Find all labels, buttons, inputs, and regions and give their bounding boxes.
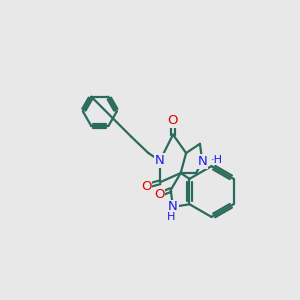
Text: ·H: ·H [211,155,223,165]
Text: O: O [154,188,164,201]
Text: N: N [197,155,207,168]
Text: N: N [168,200,178,213]
Text: O: O [168,114,178,127]
Text: O: O [141,180,151,193]
Text: N: N [155,154,165,167]
Text: H: H [167,212,175,222]
